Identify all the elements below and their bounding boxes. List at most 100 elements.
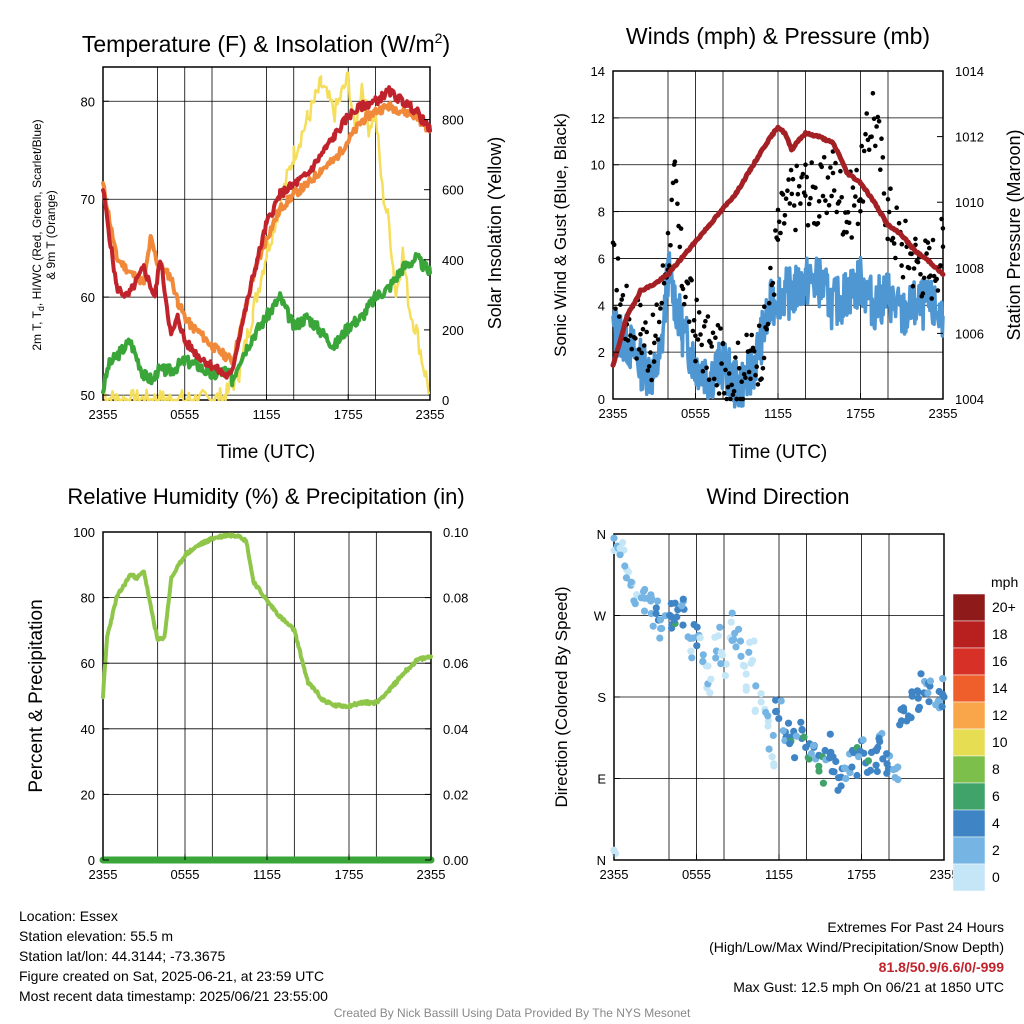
direction-point (611, 850, 620, 858)
gust-point (849, 235, 854, 240)
x-tick-label: 2355 (930, 867, 959, 882)
gust-point (669, 197, 674, 203)
gust-point (875, 114, 881, 120)
colorbar-swatch (952, 593, 986, 622)
gust-point (754, 364, 759, 370)
x-tick-label: 2355 (89, 407, 118, 422)
direction-point (762, 708, 770, 717)
gust-point (629, 346, 634, 352)
gust-point (786, 177, 791, 182)
gust-point (851, 203, 857, 208)
direction-point (621, 562, 629, 570)
gust-point (711, 376, 717, 382)
direction-point (775, 715, 783, 723)
direction-point (721, 672, 730, 680)
x-tick-label: 1155 (253, 867, 281, 882)
temperature-panel: Temperature (F) & Insolation (W/m2) 2355… (30, 30, 505, 463)
direction-point (658, 624, 666, 633)
direction-point (797, 718, 805, 726)
direction-point (826, 730, 834, 738)
direction-point (792, 732, 801, 740)
x-tick-label: 2355 (929, 406, 958, 421)
gust-point (693, 358, 698, 364)
gust-point (854, 167, 859, 173)
gust-point (744, 332, 749, 338)
gust-point (876, 119, 882, 124)
gust-point (881, 191, 887, 196)
gust-point (815, 221, 821, 226)
direction-point (939, 675, 947, 683)
direction-point (688, 654, 696, 662)
gust-point (640, 326, 646, 332)
gust-point (903, 218, 908, 224)
gust-point (652, 340, 657, 346)
y-tick-label: 20 (81, 787, 95, 802)
y-tick-label: 70 (81, 192, 95, 207)
direction-point (872, 761, 880, 769)
gust-point (705, 314, 711, 319)
y2-tick-label: 1010 (955, 195, 984, 210)
gust-point (899, 241, 905, 247)
direction-point (640, 607, 649, 615)
direction-point (879, 755, 887, 763)
gust-point (844, 230, 849, 235)
x-tick-label: 1755 (847, 867, 876, 882)
gust-point (770, 280, 776, 286)
direction-point (641, 585, 649, 594)
station-pressure-line (610, 124, 946, 368)
gust-point (783, 196, 789, 201)
gust-point (681, 301, 687, 307)
direction-point (671, 599, 679, 607)
station-info: Location: Essex Station elevation: 55.5 … (19, 906, 328, 1006)
colorbar-label: 2 (992, 842, 1000, 858)
gust-point (860, 199, 866, 204)
gust-point (645, 368, 651, 373)
gust-point (899, 263, 904, 268)
gust-point (734, 396, 740, 402)
gust-point (666, 263, 672, 268)
gust-point (928, 273, 933, 279)
x-tick-label: 0555 (171, 867, 200, 882)
gust-point (660, 263, 666, 268)
direction-point (670, 616, 678, 624)
direction-point (815, 767, 823, 775)
gust-point (925, 240, 931, 245)
y-tick-label: 60 (81, 656, 95, 671)
gust-point (709, 344, 714, 349)
gust-point (720, 340, 726, 346)
direction-point (856, 747, 865, 755)
station-elevation: Station elevation: 55.5 m (19, 928, 174, 944)
direction-point (791, 754, 799, 762)
direction-point (712, 654, 720, 662)
direction-point (706, 689, 714, 697)
direction-point (897, 705, 905, 714)
gust-point (713, 335, 718, 341)
gust-point (778, 230, 783, 236)
gust-point (721, 391, 727, 396)
direction-point (737, 652, 745, 660)
gust-point (638, 332, 643, 337)
direction-point (939, 690, 947, 698)
y-tick-label: 80 (81, 94, 95, 109)
y-tick-label: E (597, 772, 606, 787)
colorbar-swatch (952, 728, 986, 757)
y2-tick-label: 800 (442, 113, 464, 128)
direction-point (739, 661, 748, 669)
direction-point (616, 544, 624, 552)
gust-point (753, 372, 758, 378)
gust-point (906, 265, 912, 271)
humidity-panel: Relative Humidity (%) & Precipitation (i… (26, 484, 468, 882)
gust-point (831, 188, 837, 193)
gust-point (788, 167, 794, 173)
gust-point (675, 201, 680, 207)
direction-point (631, 600, 639, 608)
y2-tick-label: 0.10 (443, 525, 468, 540)
gust-point (826, 203, 832, 208)
gust-point (699, 342, 704, 348)
gust-point (654, 302, 659, 308)
direction-point (742, 686, 750, 694)
gust-point (689, 277, 694, 283)
gust-point (613, 306, 618, 312)
direction-point (654, 597, 662, 605)
gust-point (863, 131, 868, 137)
